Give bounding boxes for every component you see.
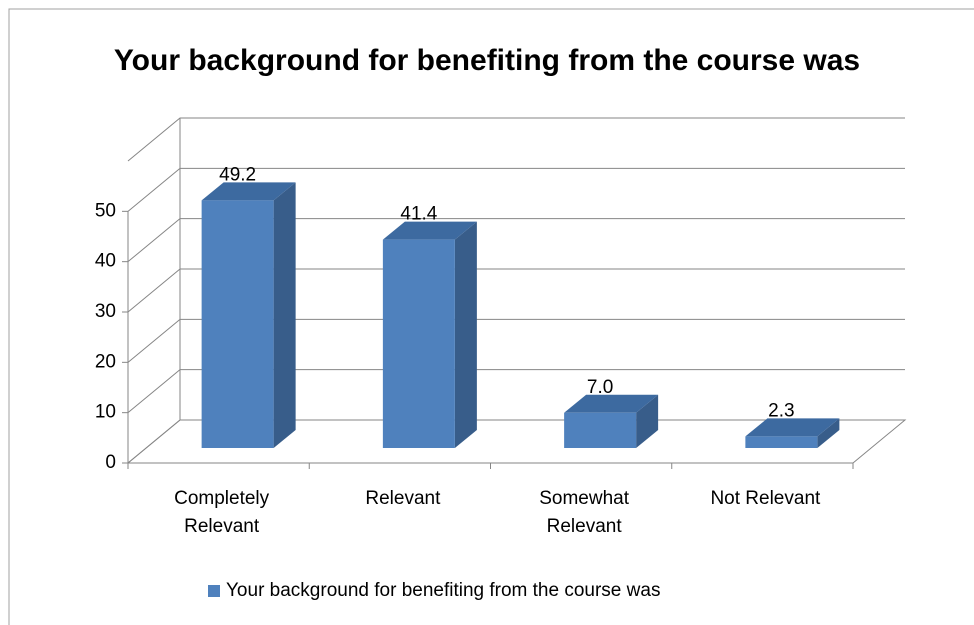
grid-line <box>127 218 905 263</box>
grid-line <box>127 167 905 212</box>
chart-border <box>8 8 974 625</box>
bar <box>564 412 637 448</box>
bar-top <box>745 418 840 437</box>
y-tick-label: 50 <box>95 200 116 221</box>
y-tick-label: 10 <box>95 402 116 423</box>
grid-line <box>127 268 905 313</box>
bar-top <box>564 394 659 413</box>
y-tick-label: 40 <box>95 251 116 272</box>
x-tick-label: Somewhat Relevant <box>539 488 630 537</box>
wall-frame <box>127 117 905 162</box>
data-label: 2.3 <box>768 400 794 421</box>
x-tick-label: Not Relevant <box>710 488 821 509</box>
bar <box>745 436 818 448</box>
bar-top <box>201 182 296 201</box>
chart-title: Your background for benefiting from the … <box>113 44 861 77</box>
bar-side <box>817 418 840 448</box>
y-tick-label: 0 <box>105 452 116 473</box>
data-label: 49.2 <box>219 164 256 185</box>
bar-side <box>454 221 477 448</box>
legend-swatch <box>208 585 220 597</box>
y-tick-label: 30 <box>95 301 116 322</box>
bar-side <box>273 182 296 449</box>
grid-line <box>127 419 905 464</box>
bar <box>382 239 455 448</box>
x-tick-label: Completely Relevant <box>174 488 270 537</box>
bar <box>201 200 274 448</box>
bar-side <box>636 394 659 448</box>
bar-top <box>382 221 477 240</box>
legend-label: Your background for benefiting from the … <box>226 580 661 601</box>
y-tick-label: 20 <box>95 351 116 372</box>
grid-line <box>127 369 905 414</box>
legend: Your background for benefiting from the … <box>208 580 660 602</box>
grid-line <box>127 318 905 363</box>
x-tick-label: Relevant <box>365 488 441 509</box>
data-label: 7.0 <box>587 377 613 398</box>
data-label: 41.4 <box>400 204 437 225</box>
